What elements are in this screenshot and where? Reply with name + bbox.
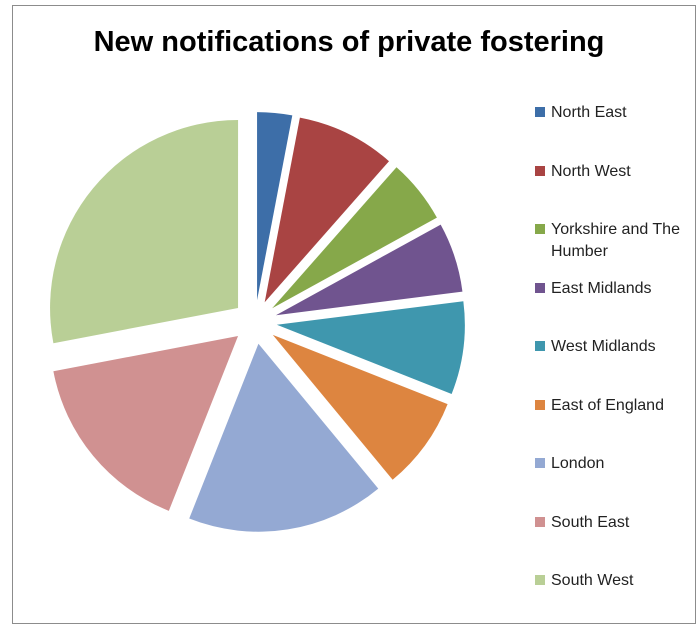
legend-swatch <box>535 341 545 351</box>
chart-frame <box>12 5 696 624</box>
legend-item: South East <box>535 512 696 534</box>
legend-item: Yorkshire and The Humber <box>535 219 696 263</box>
pie-slice <box>50 119 239 344</box>
legend-label: East Midlands <box>551 279 652 297</box>
legend-item: East Midlands <box>535 278 696 300</box>
legend-swatch <box>535 516 545 527</box>
pie-slice <box>272 334 448 480</box>
legend-label: North West <box>551 162 631 180</box>
legend-label: South West <box>551 572 634 589</box>
legend-label: South East <box>551 513 630 531</box>
pie-slice <box>272 167 437 309</box>
legend-swatch <box>535 575 545 585</box>
legend-label: North East <box>551 104 627 121</box>
pie-slice <box>257 112 293 301</box>
legend-item: North East <box>535 102 696 124</box>
legend-item: West Midlands <box>535 336 696 358</box>
legend-item: North West <box>535 161 696 183</box>
legend-swatch <box>535 107 545 117</box>
legend-item: London <box>535 453 696 475</box>
legend-label: London <box>551 455 605 472</box>
pie-slice <box>264 117 390 303</box>
legend-label: Yorkshire and The Humber <box>551 221 680 260</box>
pie-slice <box>53 336 239 511</box>
legend-swatch <box>535 224 545 234</box>
legend-label: West Midlands <box>551 338 656 355</box>
legend-item: South West <box>535 570 696 592</box>
legend-swatch <box>535 399 545 410</box>
pie-chart <box>50 112 465 532</box>
legend-label: East of England <box>551 396 664 414</box>
chart-title: New notifications of private fostering <box>93 26 605 58</box>
pie-slice <box>275 224 463 316</box>
legend-swatch <box>535 458 545 468</box>
legend-item: East of England <box>535 395 696 417</box>
legend-swatch <box>535 165 545 176</box>
legend-swatch <box>535 282 545 293</box>
pie-slice <box>189 343 379 532</box>
pie-slice <box>276 301 465 394</box>
